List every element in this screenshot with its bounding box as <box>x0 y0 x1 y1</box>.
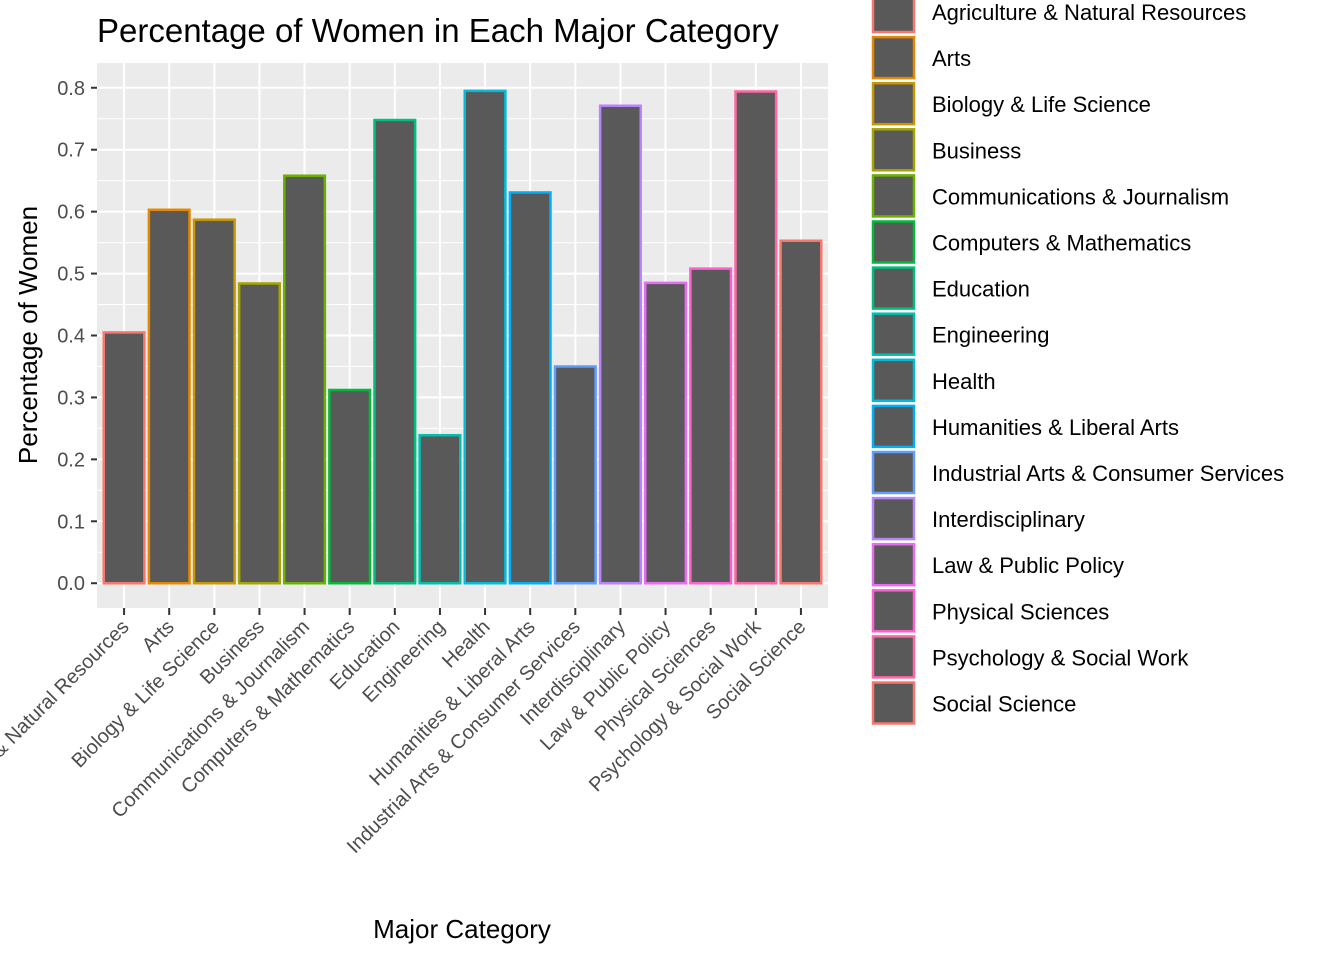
legend-label: Health <box>932 369 996 394</box>
legend-key <box>871 312 916 356</box>
legend-key <box>871 589 916 633</box>
x-axis: Agriculture & Natural ResourcesArtsBiolo… <box>0 608 810 858</box>
y-tick-label: 0.7 <box>57 140 85 162</box>
legend-key <box>871 404 916 449</box>
y-tick-label: 0.3 <box>57 387 85 409</box>
legend-label: Business <box>932 138 1021 163</box>
legend-label: Education <box>932 277 1030 302</box>
y-tick-label: 0.5 <box>57 264 85 286</box>
bar <box>689 267 733 585</box>
bar <box>779 239 823 585</box>
legend-label: Law & Public Policy <box>932 553 1124 578</box>
x-tick-label: Communications & Journalism <box>108 616 315 823</box>
y-tick-label: 0.2 <box>57 449 85 471</box>
bar <box>102 331 146 585</box>
bar <box>192 218 236 585</box>
legend: Agriculture & Natural Resources Arts Biolo… <box>871 0 1284 725</box>
legend-key <box>871 81 916 126</box>
legend-label: Interdisciplinary <box>932 507 1085 532</box>
bar <box>734 90 778 585</box>
legend-key <box>871 220 916 264</box>
bar <box>508 191 552 585</box>
legend-label: Computers & Mathematics <box>932 231 1191 256</box>
y-tick-label: 0.0 <box>57 573 85 595</box>
y-axis: 0.0 0.1 0.2 0.3 0.4 0.5 0.6 0.7 0.8 <box>57 78 97 595</box>
bar <box>598 104 642 585</box>
legend-label: Humanities & Liberal Arts <box>932 415 1179 440</box>
bars <box>102 89 823 585</box>
legend-key <box>871 128 916 172</box>
bar <box>553 365 597 585</box>
legend-label: Engineering <box>932 323 1049 348</box>
legend-key <box>871 0 916 34</box>
y-tick-label: 0.6 <box>57 202 85 224</box>
legend-key <box>871 635 916 679</box>
chart-title: Percentage of Women in Each Major Catego… <box>97 12 779 49</box>
legend-label: Agriculture & Natural Resources <box>932 0 1246 25</box>
bar <box>644 281 688 585</box>
y-tick-label: 0.8 <box>57 78 85 100</box>
legend-label: Industrial Arts & Consumer Services <box>932 461 1284 486</box>
legend-label: Communications & Journalism <box>932 184 1229 209</box>
legend-label: Biology & Life Science <box>932 92 1151 117</box>
y-tick-label: 0.4 <box>57 326 85 348</box>
legend-key <box>871 174 916 218</box>
legend-key <box>871 450 916 495</box>
x-axis-title: Major Category <box>373 914 551 944</box>
legend-label: Psychology & Social Work <box>932 645 1189 670</box>
bar <box>328 388 372 585</box>
bar <box>237 282 281 585</box>
legend-label: Physical Sciences <box>932 599 1109 624</box>
bar <box>418 433 462 585</box>
bar <box>463 89 507 585</box>
legend-key <box>871 542 916 587</box>
y-tick-label: 0.1 <box>57 511 85 533</box>
legend-key <box>871 35 916 80</box>
legend-label: Arts <box>932 46 971 71</box>
legend-key <box>871 681 916 725</box>
bar <box>283 174 327 585</box>
bar <box>147 208 191 585</box>
legend-label: Social Science <box>932 692 1076 717</box>
bar <box>373 118 417 585</box>
y-axis-title: Percentage of Women <box>13 206 43 464</box>
legend-key <box>871 496 916 541</box>
legend-key <box>871 266 916 310</box>
legend-key <box>871 358 916 403</box>
